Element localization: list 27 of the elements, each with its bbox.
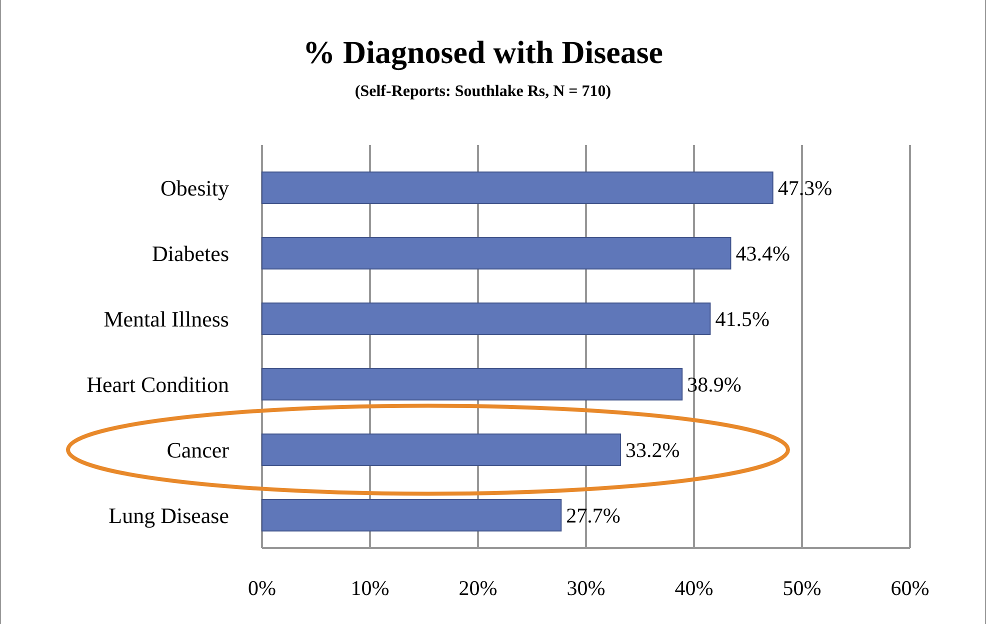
y-tick-label: Diabetes bbox=[152, 240, 229, 266]
bar bbox=[262, 499, 562, 532]
x-tick-label: 60% bbox=[890, 576, 930, 600]
x-tick-label: 30% bbox=[566, 576, 606, 600]
y-tick-label: Lung Disease bbox=[108, 502, 229, 528]
x-tick-label: 10% bbox=[350, 576, 390, 600]
bar bbox=[262, 368, 683, 400]
x-tick-label: 0% bbox=[248, 576, 276, 600]
chart-title: % Diagnosed with Disease bbox=[302, 34, 664, 71]
y-tick-label: Heart Condition bbox=[86, 372, 229, 397]
y-tick-label: Cancer bbox=[166, 437, 230, 462]
bar bbox=[262, 237, 732, 270]
chart-subtitle: (Self-Reports: Southlake Rs, N = 710) bbox=[354, 83, 612, 100]
x-tick-label: 20% bbox=[458, 576, 498, 600]
data-label: 43.4% bbox=[736, 242, 790, 266]
data-label: 38.9% bbox=[687, 372, 742, 397]
bar bbox=[262, 302, 711, 335]
y-tick-label: Mental Illness bbox=[104, 306, 229, 332]
bar bbox=[262, 172, 774, 204]
data-label: 33.2% bbox=[626, 438, 680, 462]
x-tick-label: 50% bbox=[782, 576, 822, 600]
data-label: 27.7% bbox=[566, 504, 620, 528]
data-label: 47.3% bbox=[778, 176, 832, 200]
x-tick-label: 40% bbox=[674, 576, 714, 600]
y-tick-label: Obesity bbox=[160, 175, 229, 200]
bar bbox=[262, 434, 622, 466]
data-label: 41.5% bbox=[715, 307, 770, 332]
